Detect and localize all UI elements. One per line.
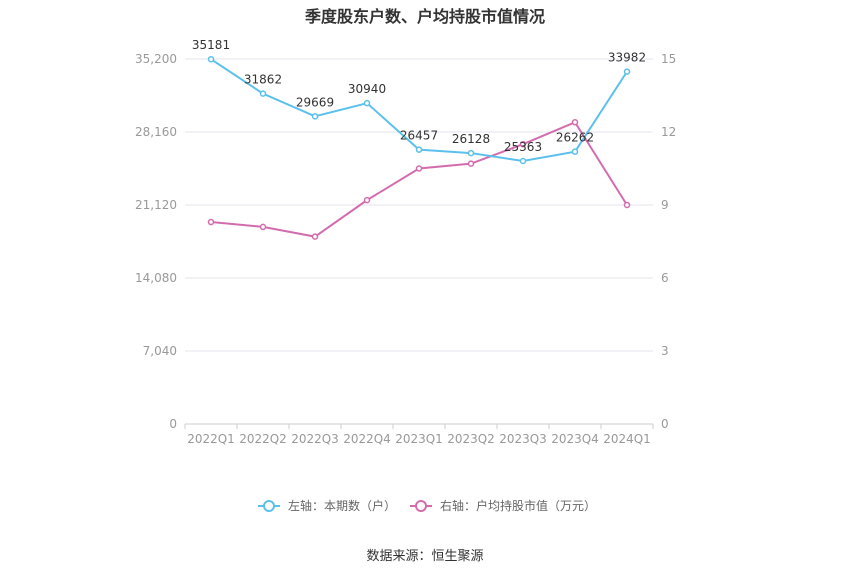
avg-holding-value-point [467, 160, 475, 167]
right-axis-tick-label: 12 [661, 125, 676, 139]
x-axis-tick-label: 2023Q4 [551, 432, 599, 446]
left-axis-tick-label: 28,160 [135, 125, 177, 139]
avg-holding-value-point [519, 140, 527, 148]
x-axis-tick-label: 2022Q3 [291, 432, 339, 446]
left-axis-tick-label: 35,200 [135, 52, 177, 66]
avg-holding-value-point [571, 119, 579, 126]
holders-count-data-label: 26128 [452, 132, 490, 146]
holders-count-data-label: 33982 [608, 51, 646, 65]
holders-count-data-label: 25363 [504, 140, 542, 154]
holders-count-data-label: 35181 [192, 38, 230, 52]
x-axis-tick-label: 2023Q1 [395, 432, 443, 446]
x-axis-tick-label: 2023Q3 [499, 432, 547, 446]
left-axis-tick-label: 21,120 [135, 198, 177, 212]
holders-count-point [467, 149, 475, 157]
holders-count-point [519, 157, 527, 165]
grid-lines [185, 58, 653, 425]
legend-label: 右轴：户均持股市值（万元） [440, 498, 596, 513]
holders-count-point [571, 148, 579, 155]
holders-count-data-label: 26457 [400, 129, 438, 143]
holders-count-point [259, 90, 267, 97]
holders-count-data-label: 30940 [348, 82, 386, 96]
x-axis-tick-label: 2022Q1 [187, 432, 235, 446]
legend-marker-icon [263, 500, 275, 512]
avg-holding-value-point [259, 223, 267, 231]
holders-count-data-label: 29669 [296, 95, 334, 109]
holders-count-data-label: 31862 [244, 73, 282, 87]
holders-count-point [311, 113, 319, 120]
left-axis-tick-label: 7,040 [143, 344, 177, 358]
legend-marker-icon [415, 500, 427, 512]
legend: 左轴：本期数（户） 右轴：户均持股市值（万元） [258, 498, 596, 513]
x-axis-tick-label: 2022Q4 [343, 432, 391, 446]
left-axis-tick-label: 0 [169, 417, 177, 431]
avg-holding-value-point [311, 233, 319, 240]
chart-title: 季度股东户数、户均持股市值情况 [304, 7, 545, 26]
holders-count-point [415, 146, 423, 153]
right-axis-tick-label: 0 [661, 417, 669, 431]
x-axis-tick-label: 2022Q2 [239, 432, 287, 446]
data-source-note: 数据来源：恒生聚源 [366, 549, 484, 564]
axes: 0 0 7,040 3 14,080 6 21,120 9 28,160 12 35,200 15 20… [135, 52, 676, 446]
legend-label: 左轴：本期数（户） [288, 498, 396, 513]
avg-holding-value-point [207, 218, 215, 226]
holders-count-data-label: 26262 [556, 131, 594, 145]
x-axis-tick-label: 2024Q1 [603, 432, 651, 446]
left-axis-tick-label: 14,080 [135, 271, 177, 285]
avg-holding-value-point [623, 201, 631, 209]
avg-holding-value-point [415, 165, 423, 172]
right-axis-tick-label: 3 [661, 344, 669, 358]
right-axis-tick-label: 15 [661, 52, 676, 66]
avg-holding-value-point [363, 196, 371, 204]
series [207, 55, 631, 240]
right-axis-tick-label: 6 [661, 271, 669, 285]
holders-count-point [207, 55, 215, 63]
data-labels: 35181 31862 29669 30940 26457 26128 25363 26262… [192, 38, 646, 154]
holders-count-point [623, 68, 631, 75]
holders-count-point [363, 99, 371, 107]
right-axis-tick-label: 9 [661, 198, 669, 212]
x-axis-tick-label: 2023Q2 [447, 432, 495, 446]
